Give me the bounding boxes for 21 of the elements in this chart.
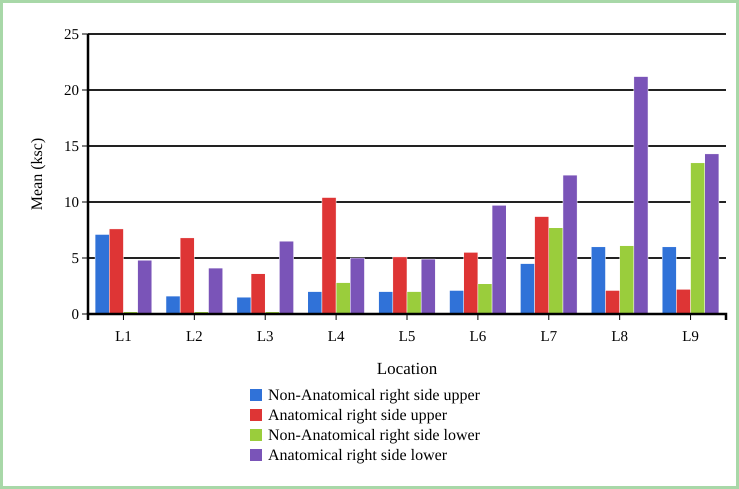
legend-label: Anatomical right side upper	[268, 407, 448, 424]
x-tick-label: L5	[398, 329, 416, 345]
x-axis-title: Location	[376, 359, 438, 378]
x-tick-label: L2	[186, 329, 203, 345]
y-tick-label: 20	[64, 82, 79, 99]
y-tick-label: 25	[64, 26, 79, 43]
x-tick-label: L8	[611, 329, 628, 345]
x-tick-label: L7	[540, 329, 558, 345]
x-tick-label: L4	[328, 329, 345, 345]
y-tick-label: 15	[64, 138, 79, 155]
y-tick-label: 0	[72, 306, 79, 323]
legend-label: Non-Anatomical right side upper	[268, 387, 481, 404]
y-tick-label: 10	[64, 194, 79, 211]
x-tick-label: L3	[256, 329, 274, 345]
x-tick-label: L6	[470, 329, 487, 345]
x-tick-label: L1	[115, 329, 132, 345]
y-tick-label: 5	[72, 250, 79, 267]
y-axis-title: Mean (ksc)	[29, 138, 46, 210]
legend-label: Non-Anatomical right side lower	[268, 427, 481, 444]
legend-label: Anatomical right side lower	[268, 447, 448, 464]
x-tick-label: L9	[682, 329, 699, 345]
